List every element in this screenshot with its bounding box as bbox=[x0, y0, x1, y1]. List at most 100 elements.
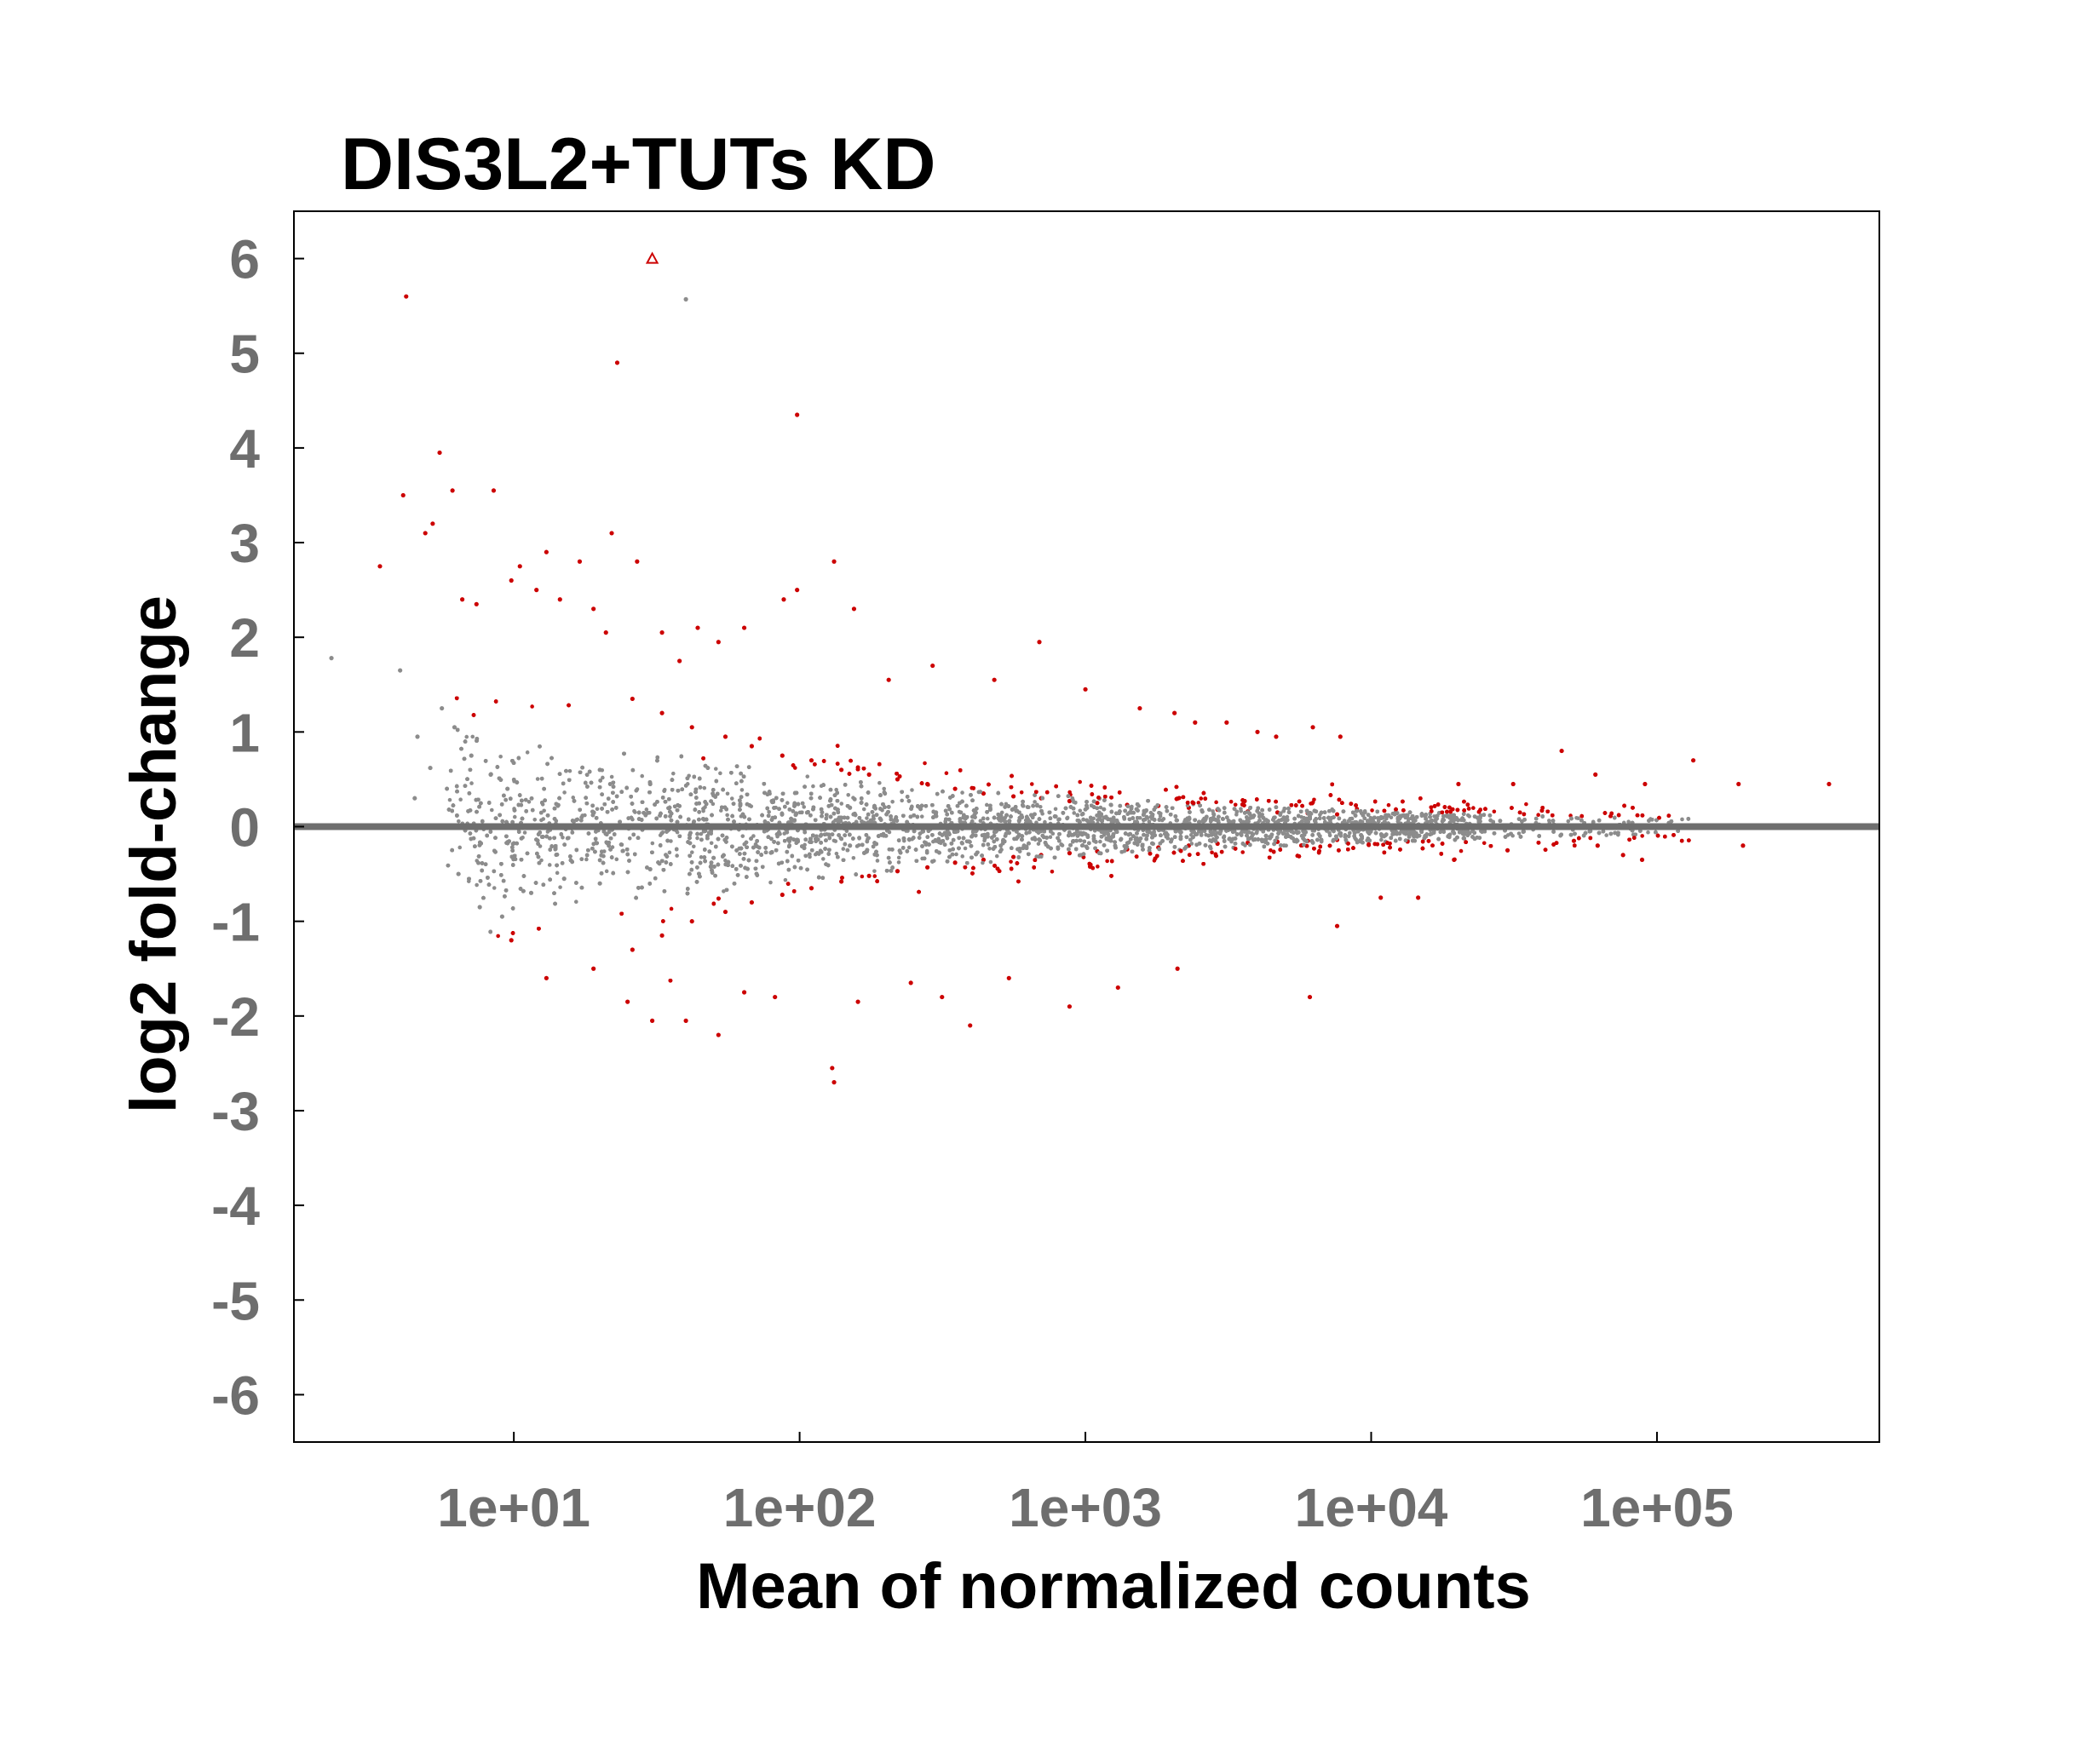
significant-point bbox=[1233, 802, 1238, 807]
significant-point bbox=[1105, 859, 1109, 864]
significant-point-36 bbox=[1083, 687, 1088, 692]
not-significant-point bbox=[489, 807, 494, 813]
significant-point-54 bbox=[1505, 848, 1510, 853]
not-significant-point bbox=[1161, 817, 1166, 821]
significant-point bbox=[1269, 848, 1273, 853]
not-significant-point bbox=[900, 798, 904, 803]
significant-point-67 bbox=[741, 990, 747, 995]
significant-point-12 bbox=[544, 549, 549, 554]
not-significant-point bbox=[571, 796, 576, 800]
not-significant-point bbox=[689, 850, 694, 854]
not-significant-point bbox=[691, 844, 696, 849]
not_significant-point-9 bbox=[505, 786, 510, 791]
significant-point-118 bbox=[925, 865, 930, 870]
significant-point bbox=[1196, 801, 1201, 805]
chart-title: DIS3L2+TUTs KD bbox=[341, 124, 936, 205]
significant-point bbox=[1536, 813, 1540, 818]
not-significant-point bbox=[627, 836, 632, 841]
not-significant-point bbox=[960, 790, 964, 795]
not-significant-point bbox=[1098, 805, 1103, 810]
significant-point-44 bbox=[1338, 734, 1343, 739]
significant-point-105 bbox=[1274, 810, 1280, 815]
not_significant-point-3 bbox=[428, 765, 433, 771]
not-significant-point bbox=[1189, 842, 1194, 846]
not-significant-point bbox=[512, 814, 517, 819]
significant-point-84 bbox=[659, 710, 665, 715]
not-significant-point bbox=[498, 754, 503, 759]
significant-point-26 bbox=[695, 625, 700, 630]
not-significant-point bbox=[1043, 819, 1047, 825]
significant-point bbox=[1386, 802, 1391, 807]
significant-point-45 bbox=[1456, 781, 1461, 787]
significant-point-73 bbox=[940, 994, 945, 1000]
not_significant-point-4 bbox=[412, 796, 417, 801]
significant-point-42 bbox=[1274, 734, 1279, 739]
significant-point bbox=[1009, 859, 1013, 864]
significant-point bbox=[669, 906, 674, 911]
significant-point-109 bbox=[659, 933, 665, 938]
not_significant-point-11 bbox=[477, 905, 482, 910]
not-significant-point bbox=[1004, 802, 1009, 807]
significant-point-33 bbox=[930, 663, 935, 669]
significant-point-107 bbox=[1334, 812, 1340, 817]
not-significant-point bbox=[458, 797, 463, 802]
not-significant-point bbox=[1680, 817, 1684, 822]
significant-point-110 bbox=[689, 919, 694, 924]
significant-point-56 bbox=[1595, 843, 1600, 848]
not-significant-point bbox=[1098, 839, 1102, 844]
not-significant-point bbox=[1038, 804, 1043, 809]
not-significant-point bbox=[841, 847, 846, 851]
not-significant-point bbox=[1379, 837, 1384, 842]
not-significant-point bbox=[1185, 803, 1190, 807]
not-significant-point bbox=[783, 877, 788, 882]
not-significant-point bbox=[1227, 836, 1232, 842]
not-significant-point bbox=[542, 808, 546, 813]
significant-point-18 bbox=[509, 577, 514, 583]
not-significant-point bbox=[532, 818, 538, 822]
not-significant-point bbox=[844, 829, 849, 834]
not-significant-point bbox=[644, 807, 649, 812]
significant-point-39 bbox=[1193, 720, 1198, 725]
significant-point-13 bbox=[577, 559, 583, 564]
not_significant-point-24 bbox=[597, 881, 602, 886]
significant-point-25 bbox=[677, 658, 682, 664]
not-significant-point bbox=[1125, 804, 1131, 809]
not-significant-point bbox=[820, 857, 826, 861]
not-significant-point bbox=[851, 855, 856, 860]
not_significant-point-12 bbox=[499, 914, 505, 919]
not_significant-point-13 bbox=[528, 890, 534, 895]
not-significant-point bbox=[722, 889, 726, 893]
significant-point bbox=[860, 874, 865, 879]
significant-point-16 bbox=[460, 597, 465, 602]
not-significant-point bbox=[919, 814, 924, 819]
significant-point-74 bbox=[968, 1023, 973, 1028]
not-significant-point bbox=[640, 773, 645, 779]
significant-point bbox=[1078, 779, 1082, 784]
significant-point-24 bbox=[659, 630, 665, 635]
not-significant-point bbox=[882, 786, 887, 791]
significant-point-9 bbox=[377, 564, 383, 569]
not-significant-point bbox=[877, 780, 882, 785]
significant-point-50 bbox=[1691, 758, 1696, 763]
not-significant-point bbox=[739, 788, 745, 792]
significant-point bbox=[1640, 834, 1644, 838]
not-significant-point bbox=[719, 808, 723, 813]
significant-point-72 bbox=[908, 980, 913, 985]
not-significant-point bbox=[600, 767, 605, 773]
significant-point-23 bbox=[603, 630, 608, 635]
not-significant-point bbox=[875, 859, 880, 863]
not-significant-point bbox=[695, 836, 699, 841]
significant-point-98 bbox=[1067, 798, 1073, 804]
significant-point-59 bbox=[1740, 843, 1746, 848]
not-significant-point bbox=[856, 842, 861, 848]
significant-point-91 bbox=[866, 772, 872, 777]
significant-point-27 bbox=[716, 640, 721, 645]
significant-point-116 bbox=[866, 873, 872, 878]
significant-point-114 bbox=[808, 886, 814, 891]
significant-point-76 bbox=[1067, 1004, 1073, 1009]
not-significant-point bbox=[718, 771, 722, 776]
not-significant-point bbox=[1348, 830, 1352, 836]
significant-point-43 bbox=[1310, 725, 1315, 730]
significant-point bbox=[1029, 782, 1034, 786]
